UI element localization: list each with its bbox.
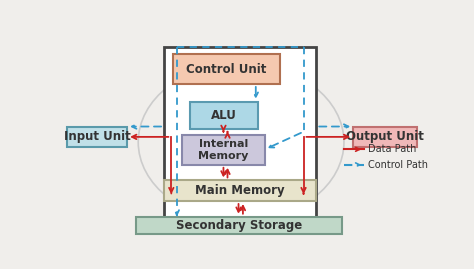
Text: Secondary Storage: Secondary Storage bbox=[176, 219, 302, 232]
Text: Main Memory: Main Memory bbox=[195, 184, 285, 197]
Bar bbox=[173, 54, 280, 84]
Bar bbox=[353, 126, 418, 147]
Bar bbox=[190, 102, 258, 129]
Text: Data Path: Data Path bbox=[368, 144, 416, 154]
Bar bbox=[137, 217, 342, 234]
Text: Control Path: Control Path bbox=[368, 160, 428, 170]
Text: Input Unit: Input Unit bbox=[64, 130, 130, 143]
Text: ALU: ALU bbox=[211, 109, 237, 122]
Text: Control Unit: Control Unit bbox=[186, 63, 266, 76]
Text: Internal
Memory: Internal Memory bbox=[199, 139, 249, 161]
Text: Output Unit: Output Unit bbox=[346, 130, 424, 143]
Bar bbox=[164, 47, 316, 219]
Bar bbox=[164, 180, 316, 201]
Bar bbox=[66, 126, 127, 147]
Bar bbox=[182, 135, 265, 165]
